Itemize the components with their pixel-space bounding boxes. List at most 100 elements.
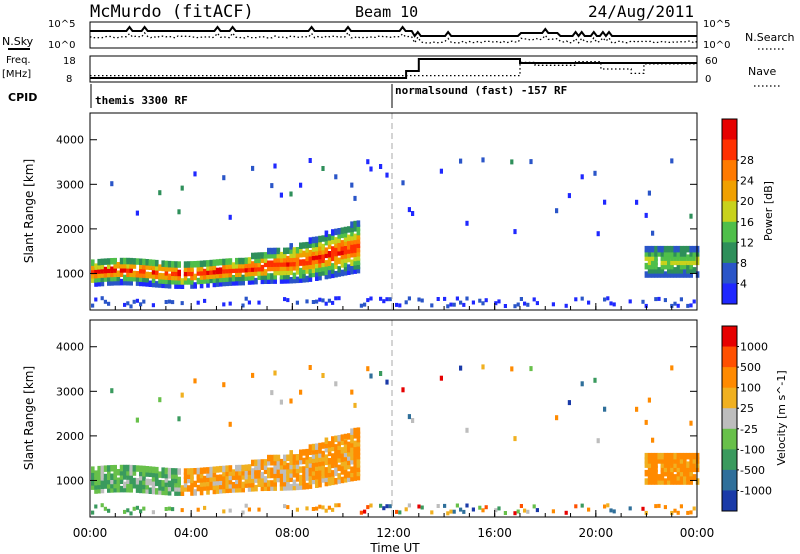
power-cell: [356, 228, 361, 236]
velocity-cell: [196, 484, 201, 492]
power-cell: [353, 237, 357, 245]
power-cell: [119, 262, 124, 269]
power-cell: [302, 250, 306, 258]
velocity-cell: [308, 478, 313, 485]
velocity-cell: [116, 469, 121, 476]
power-cell: [385, 172, 389, 178]
power-cell: [347, 238, 351, 246]
velocity-cell: [251, 485, 255, 492]
velocity-cell: [689, 461, 693, 468]
power-cell: [263, 252, 268, 259]
velocity-cell: [142, 474, 146, 481]
velocity-cell: [676, 465, 681, 473]
velocity-cell: [676, 478, 681, 485]
velocity-cell: [251, 472, 255, 479]
power-cell: [663, 271, 668, 278]
velocity-cell: [356, 444, 361, 451]
power-cell: [324, 234, 329, 242]
power-cell: [356, 245, 361, 253]
power-cell: [139, 258, 143, 265]
velocity-cell: [308, 444, 313, 451]
colorbar-swatch: [722, 139, 737, 161]
power-cell: [318, 248, 322, 255]
velocity-cell: [123, 485, 127, 493]
velocity-cell: [356, 465, 361, 472]
power-cell: [331, 300, 335, 305]
velocity-cell: [183, 485, 188, 492]
velocity-cell: [366, 505, 370, 510]
power-cell: [251, 278, 255, 285]
power-cell: [219, 271, 223, 279]
y-tick-label: 3000: [56, 385, 84, 398]
velocity-cell: [244, 477, 249, 484]
power-cell: [324, 260, 329, 267]
velocity-cell: [299, 474, 303, 482]
velocity-cell: [103, 473, 108, 481]
velocity-cell: [110, 477, 114, 485]
velocity-cell: [139, 478, 143, 485]
power-cell: [407, 296, 411, 301]
velocity-cell: [315, 443, 319, 450]
velocity-cell: [231, 482, 236, 489]
velocity-cell: [667, 457, 671, 464]
velocity-cell: [340, 464, 345, 471]
power-cell: [689, 250, 693, 257]
power-cell: [209, 276, 213, 284]
power-cell: [289, 243, 293, 250]
power-cell: [193, 171, 197, 177]
power-cell: [455, 296, 459, 301]
y-tick-label: 2000: [56, 223, 84, 236]
power-cell: [276, 256, 281, 263]
velocity-cell: [247, 476, 252, 484]
nave-tick-high: 60: [705, 56, 718, 67]
power-cell: [238, 257, 242, 265]
y-tick-label: 4000: [56, 134, 84, 147]
velocity-cell: [244, 464, 249, 471]
velocity-cell: [331, 507, 335, 512]
velocity-cell: [139, 509, 143, 514]
velocity-cell: [228, 482, 233, 489]
velocity-cell: [327, 441, 332, 448]
velocity-cell: [107, 508, 111, 513]
velocity-cell: [302, 483, 306, 490]
velocity-cell: [97, 470, 101, 477]
power-cell: [689, 267, 693, 274]
power-cell: [654, 254, 658, 261]
velocity-cell: [644, 510, 648, 515]
power-cell: [315, 266, 319, 273]
velocity-cell: [366, 366, 370, 372]
velocity-cell: [318, 468, 322, 475]
power-cell: [235, 257, 239, 265]
power-cell: [247, 278, 252, 285]
velocity-cell: [356, 431, 361, 439]
power-cell: [350, 238, 354, 245]
velocity-cell: [209, 475, 213, 482]
power-cell: [321, 298, 325, 303]
velocity-cell: [321, 471, 325, 479]
power-cell: [244, 261, 249, 269]
velocity-cell: [206, 484, 210, 491]
power-cell: [318, 240, 322, 247]
velocity-cell: [94, 504, 98, 509]
velocity-cell: [225, 469, 229, 477]
velocity-cell: [289, 458, 293, 466]
power-cell: [183, 278, 188, 285]
velocity-cell: [692, 461, 697, 468]
power-cell: [116, 270, 121, 277]
velocity-cell: [145, 478, 149, 486]
velocity-cell: [455, 503, 459, 508]
power-cell: [244, 265, 249, 273]
velocity-cell: [174, 476, 178, 484]
power-cell: [151, 259, 156, 267]
power-cell: [318, 252, 322, 260]
velocity-cell: [228, 477, 233, 485]
power-cell: [225, 262, 229, 270]
velocity-cell: [481, 508, 485, 513]
power-cell: [334, 258, 338, 265]
power-cell: [497, 299, 501, 304]
power-cell: [251, 252, 255, 260]
velocity-cell: [692, 506, 696, 511]
velocity-cell: [174, 480, 178, 488]
power-cell: [289, 255, 293, 263]
power-cell: [151, 276, 156, 283]
